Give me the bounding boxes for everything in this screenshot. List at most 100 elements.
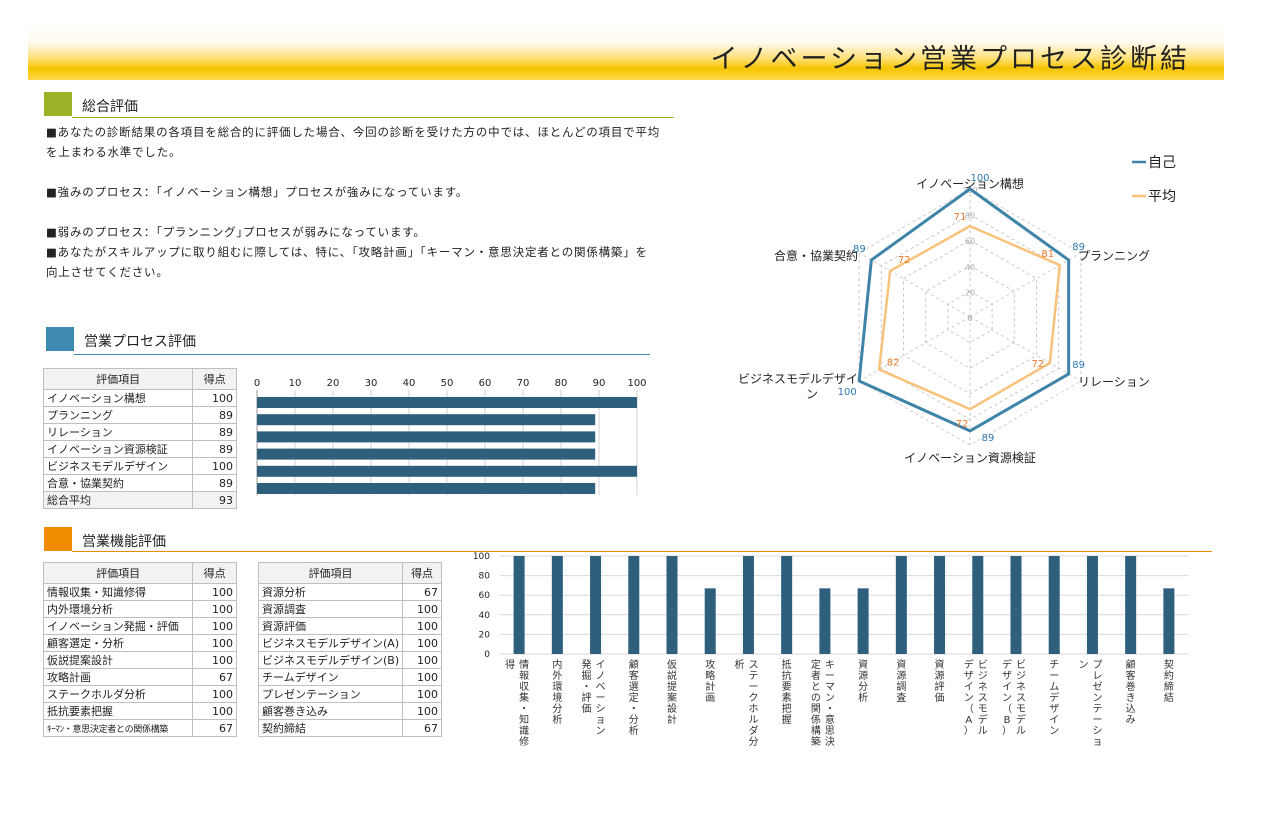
vbar-bar — [704, 588, 716, 654]
vbar-category-label: 環 — [552, 681, 562, 693]
vbar-category-label: ジ — [978, 671, 988, 682]
radar-value-label: 82 — [887, 357, 900, 368]
process-radar-chart: 02040608010010089898910089718172728272イノ… — [738, 155, 1176, 465]
table-row: ビジネスモデルデザイン 100 — [42, 457, 237, 475]
vbar-category-label: 思 — [825, 725, 835, 737]
title-banner — [28, 22, 1224, 80]
vbar-bar — [934, 556, 946, 654]
radar-tick-label: 80 — [965, 212, 975, 221]
radar-value-label: 72 — [898, 255, 911, 266]
vbar-category-label: 選 — [629, 680, 639, 693]
vbar-category-label: 把 — [782, 702, 792, 715]
table-row: イノベーション発掘・評価 100 — [42, 617, 237, 635]
vbar-category-label: 分 — [858, 681, 868, 693]
vbar-tick-label: 80 — [479, 572, 491, 582]
hbar-tick-label: 50 — [441, 378, 454, 389]
vbar-tick-label: 40 — [479, 611, 491, 621]
vbar-category-label: ム — [1049, 681, 1059, 693]
vbar-category-label: 源 — [858, 669, 868, 682]
item-score: 67 — [192, 668, 237, 686]
radar-value-label: 89 — [982, 433, 995, 444]
function-section-title: 営業機能評価 — [82, 534, 166, 550]
vbar-category-label: モ — [1016, 704, 1026, 715]
vbar-category-label: 定 — [629, 691, 639, 704]
table-row: 合意・協業契約 89 — [42, 474, 237, 492]
vbar-category-label: テ — [1092, 704, 1102, 715]
process-score-table: 評価項目 得点 イノベーション構想 100 プランニング 89 リレーション 89 イ… — [42, 368, 237, 509]
vbar-category-label: 識 — [519, 724, 529, 737]
vbar-bar — [551, 556, 563, 654]
item-label: チームデザイン — [257, 668, 404, 686]
item-label: 情報収集・知識修得 — [42, 583, 194, 601]
vbar-bar — [590, 556, 602, 654]
vbar-category-label: 抗 — [782, 669, 792, 682]
vbar-bar — [972, 556, 984, 654]
vbar-category-label: デ — [1049, 691, 1059, 704]
item-score: 100 — [192, 583, 237, 601]
vbar-tick-label: 100 — [473, 552, 490, 562]
table-row: 資源評価 100 — [257, 617, 442, 635]
vbar-category-label: プ — [1092, 659, 1102, 671]
table-row: プレゼンテーション 100 — [257, 685, 442, 703]
vbar-bar — [1125, 556, 1137, 654]
item-score: 89 — [192, 423, 237, 441]
vbar-category-label: 源 — [896, 669, 906, 682]
vbar-category-label: き — [1126, 692, 1136, 704]
table-row: ｷｰﾏﾝ・意思決定者との関係構築 67 — [42, 719, 237, 737]
vbar-category-label: ） — [1002, 725, 1012, 737]
vbar-category-label: ン — [596, 726, 606, 737]
table-row: 抵抗要素把握 100 — [42, 702, 237, 720]
vbar-category-label: 顧 — [629, 658, 639, 671]
vbar-category-label: 析 — [552, 713, 562, 726]
vbar-category-label: 分 — [748, 736, 758, 748]
radar-value-label: 100 — [838, 387, 857, 398]
vbar-category-label: B — [1004, 715, 1011, 726]
vbar-category-label: 分 — [629, 714, 639, 726]
item-label: 資源調査 — [257, 600, 404, 618]
item-score: 100 — [402, 634, 442, 652]
vbar-category-label: ン — [1002, 693, 1012, 704]
item-label: 仮説提案設計 — [42, 651, 194, 669]
legend-label-平均: 平均 — [1148, 189, 1176, 205]
hbar-bar — [257, 483, 596, 494]
vbar-category-label: ビ — [978, 659, 988, 671]
column-header-item: 評価項目 — [42, 562, 194, 584]
vbar-category-label: 者 — [811, 670, 821, 682]
total-row: 総合平均 93 — [42, 491, 237, 509]
function-section-header: 営業機能評価 — [44, 527, 1212, 555]
table-row: 攻略計画 67 — [42, 668, 237, 686]
function-score-table-left: 評価項目 得点 情報収集・知識修得 100 内外環境分析 100 イノベーション発掘… — [42, 562, 237, 737]
vbar-category-label: ル — [978, 726, 988, 737]
item-score: 100 — [192, 600, 237, 618]
hbar-tick-label: 40 — [403, 378, 416, 389]
vbar-category-label: （ — [964, 703, 974, 715]
vbar-category-label: 築 — [811, 735, 821, 748]
item-score: 89 — [192, 474, 237, 492]
vbar-category-label: 構 — [811, 724, 821, 737]
radar-value-label: 81 — [1041, 249, 1054, 260]
item-score: 67 — [402, 719, 442, 737]
vbar-category-label: 源 — [935, 669, 945, 682]
vbar-bar — [857, 588, 869, 654]
vbar-category-label: 提 — [667, 681, 677, 693]
table-row: ビジネスモデルデザイン(B) 100 — [257, 651, 442, 669]
vbar-category-label: ホ — [748, 703, 758, 715]
radar-tick-label: 0 — [967, 314, 972, 323]
radar-category-label: 合意・協業契約 — [774, 248, 858, 263]
vbar-category-label: 資 — [935, 659, 945, 671]
vbar-category-label: 定 — [811, 658, 821, 671]
hbar-bar — [257, 397, 637, 408]
vbar-tick-label: 60 — [479, 591, 491, 601]
vbar-category-label: 知 — [519, 713, 529, 726]
vbar-bar — [781, 556, 793, 654]
overall-section-marker — [44, 92, 72, 116]
vbar-category-label: マ — [825, 682, 835, 693]
hbar-tick-label: 0 — [254, 378, 260, 389]
vbar-category-label: 評 — [582, 691, 592, 704]
vbar-category-label: 資 — [858, 659, 868, 671]
vbar-category-label: ス — [1016, 693, 1026, 704]
item-label: 資源評価 — [257, 617, 404, 635]
vbar-category-label: 境 — [552, 691, 562, 704]
table-row: 顧客巻き込み 100 — [257, 702, 442, 720]
vbar-category-label: ス — [978, 693, 988, 704]
